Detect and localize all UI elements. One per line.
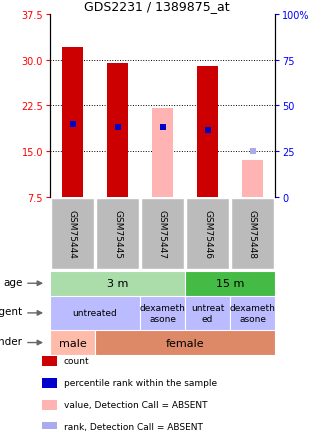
Bar <box>50 271 185 296</box>
Point <box>160 124 165 131</box>
Point <box>250 148 255 155</box>
Text: gender: gender <box>0 336 23 346</box>
Text: GSM75446: GSM75446 <box>203 210 212 259</box>
Bar <box>185 296 230 330</box>
Bar <box>152 109 173 197</box>
Bar <box>140 296 185 330</box>
Point <box>115 124 120 131</box>
Text: percentile rank within the sample: percentile rank within the sample <box>64 378 217 387</box>
Text: male: male <box>59 338 86 348</box>
Text: age: age <box>3 277 23 287</box>
Bar <box>51 199 94 270</box>
Text: untreat
ed: untreat ed <box>191 303 224 323</box>
Bar <box>186 199 229 270</box>
Text: GDS2231 / 1389875_at: GDS2231 / 1389875_at <box>84 0 229 13</box>
Bar <box>198 66 218 197</box>
Text: agent: agent <box>0 306 23 316</box>
Bar <box>50 330 95 355</box>
Bar <box>230 296 275 330</box>
Text: dexameth
asone: dexameth asone <box>140 303 185 323</box>
Bar <box>231 199 274 270</box>
Bar <box>42 357 57 366</box>
Point <box>70 121 75 128</box>
Text: GSM75445: GSM75445 <box>113 210 122 259</box>
Text: value, Detection Call = ABSENT: value, Detection Call = ABSENT <box>64 400 208 409</box>
Point <box>205 127 210 134</box>
Text: female: female <box>166 338 204 348</box>
Bar <box>95 330 275 355</box>
Text: count: count <box>64 356 90 365</box>
Text: rank, Detection Call = ABSENT: rank, Detection Call = ABSENT <box>64 421 203 431</box>
Bar <box>62 48 83 197</box>
Text: untreated: untreated <box>73 309 117 318</box>
Text: dexameth
asone: dexameth asone <box>229 303 275 323</box>
Bar <box>141 199 184 270</box>
Bar <box>42 378 57 388</box>
Text: GSM75448: GSM75448 <box>248 210 257 259</box>
Bar <box>42 400 57 410</box>
Bar <box>96 199 139 270</box>
Text: GSM75444: GSM75444 <box>68 210 77 259</box>
Bar <box>50 296 140 330</box>
Text: GSM75447: GSM75447 <box>158 210 167 259</box>
Bar <box>185 271 275 296</box>
Bar <box>107 63 128 197</box>
Bar <box>242 161 263 197</box>
Text: 3 m: 3 m <box>107 279 128 289</box>
Text: 15 m: 15 m <box>216 279 244 289</box>
Bar <box>42 422 57 431</box>
